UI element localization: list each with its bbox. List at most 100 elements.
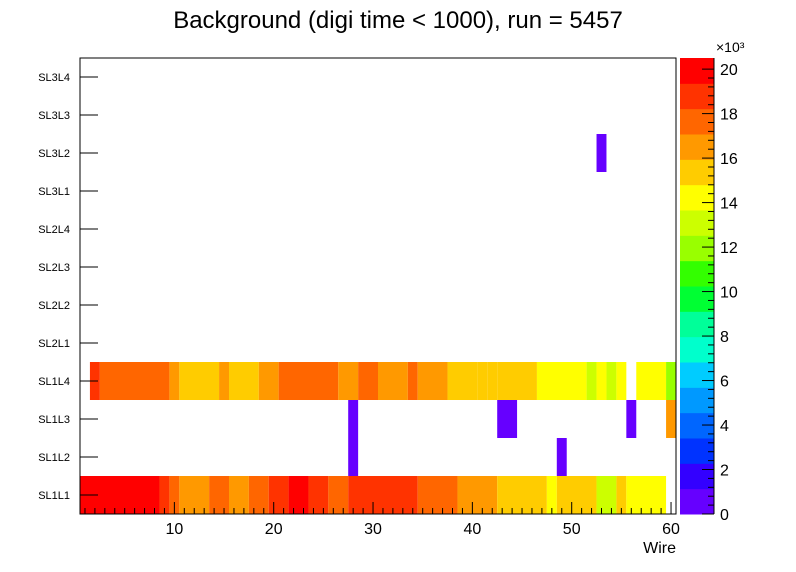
plot-frame	[79, 57, 677, 515]
color-scale-swatch-8	[680, 286, 714, 312]
color-scale-swatch-7	[680, 311, 714, 338]
heatmap-cell-sl1l1-8	[288, 476, 309, 514]
heatmap-cell-sl1l4-21	[616, 362, 627, 400]
y-tick-label-sl1l3: SL1L3	[38, 414, 70, 426]
color-scale-swatch-1	[680, 463, 714, 490]
heatmap-cells	[80, 134, 676, 514]
y-tick-label-sl1l2: SL1L2	[38, 452, 70, 464]
heatmap-cell-sl1l4-7	[278, 362, 339, 400]
heatmap-cell-sl1l4-14	[477, 362, 488, 400]
color-scale-swatch-6	[680, 336, 714, 363]
heatmap-cell-sl1l1-10	[328, 476, 349, 514]
heatmap-cell-sl1l4-8	[338, 362, 359, 400]
heatmap-cell-sl1l3-2	[626, 400, 637, 438]
heatmap-cell-sl3l2-0	[596, 134, 607, 172]
heatmap-cell-sl1l4-17	[536, 362, 587, 400]
color-scale-swatch-14	[680, 134, 714, 160]
heatmap-cell-sl1l4-10	[378, 362, 408, 400]
heatmap-cell-sl1l1-3	[179, 476, 210, 514]
z-tick-label-16: 16	[720, 151, 738, 168]
x-tick-label-50: 50	[563, 521, 581, 538]
x-axis: 10 20 30 40 50 60	[84, 502, 680, 538]
color-scale-multiplier: ×10³	[716, 39, 745, 55]
y-tick-label-sl2l4: SL2L4	[38, 224, 70, 236]
z-tick-label-18: 18	[720, 107, 738, 124]
y-tick-label-sl1l4: SL1L4	[38, 376, 70, 388]
heatmap-cell-sl1l1-16	[556, 476, 597, 514]
y-tick-label-sl2l2: SL2L2	[38, 300, 70, 312]
z-tick-label-4: 4	[720, 418, 729, 435]
heatmap-cell-sl1l1-13	[457, 476, 498, 514]
heatmap-cell-sl1l1-12	[417, 476, 458, 514]
heatmap-cell-sl1l4-1	[99, 362, 170, 400]
heatmap-cell-sl1l4-12	[417, 362, 448, 400]
heatmap-cell-sl1l3-1	[497, 400, 518, 438]
heatmap-cell-sl1l1-15	[546, 476, 557, 514]
z-tick-label-2: 2	[720, 463, 729, 480]
color-scale-swatch-13	[680, 159, 714, 186]
y-tick-label-sl2l3: SL2L3	[38, 262, 70, 274]
heatmap-cell-sl1l1-7	[268, 476, 289, 514]
z-tick-label-6: 6	[720, 374, 729, 391]
heatmap-cell-sl1l1-1	[159, 476, 170, 514]
heatmap-cell-sl1l4-9	[358, 362, 378, 400]
heatmap-cell-sl1l4-4	[219, 362, 229, 400]
heatmap-cell-sl1l1-4	[209, 476, 229, 514]
color-scale	[680, 58, 714, 515]
y-tick-label-sl3l2: SL3L2	[38, 148, 70, 160]
heatmap-cell-sl1l4-5	[229, 362, 259, 400]
z-tick-label-14: 14	[720, 196, 738, 213]
color-scale-swatch-10	[680, 235, 714, 262]
x-axis-label: Wire	[643, 540, 676, 557]
x-tick-label-30: 30	[364, 521, 382, 538]
color-scale-swatch-12	[680, 184, 714, 211]
heatmap-cell-sl1l1-18	[616, 476, 627, 514]
chart-title: Background (digi time < 1000), run = 545…	[173, 7, 623, 34]
heatmap-cell-sl1l3-0	[348, 400, 359, 438]
color-scale-swatch-11	[680, 210, 714, 236]
z-tick-label-8: 8	[720, 329, 729, 346]
x-tick-label-10: 10	[165, 521, 183, 538]
heatmap-cell-sl1l4-2	[169, 362, 180, 400]
z-tick-label-20: 20	[720, 62, 738, 79]
y-axis: SL1L1 SL1L2 SL1L3 SL1L4 SL2L1 SL2L2 SL2L3 SL2L4…	[38, 72, 98, 502]
color-scale-swatch-2	[680, 438, 714, 464]
y-tick-label-sl3l3: SL3L3	[38, 110, 70, 122]
plot-border	[79, 57, 677, 515]
heatmap-cell-sl1l1-2	[169, 476, 180, 514]
heatmap-cell-sl1l1-5	[229, 476, 249, 514]
heatmap-cell-sl1l1-6	[248, 476, 269, 514]
heatmap-cell-sl1l4-18	[586, 362, 597, 400]
heatmap-cell-sl1l1-17	[596, 476, 617, 514]
heatmap-cell-sl1l4-23	[666, 362, 676, 400]
heatmap-cell-sl1l1-9	[308, 476, 329, 514]
heatmap-cell-sl1l2-0	[348, 438, 359, 476]
heatmap-cell-sl1l1-14	[497, 476, 547, 514]
z-tick-label-0: 0	[720, 507, 729, 524]
heatmap-cell-sl1l4-15	[487, 362, 498, 400]
heatmap-cell-sl1l4-3	[179, 362, 220, 400]
color-scale-swatch-17	[680, 58, 714, 84]
heatmap-cell-sl1l4-11	[407, 362, 418, 400]
x-tick-label-20: 20	[265, 521, 283, 538]
heatmap-cell-sl1l2-1	[556, 438, 567, 476]
heatmap-cell-sl1l4-6	[258, 362, 279, 400]
z-tick-label-10: 10	[720, 285, 738, 302]
heatmap-cell-sl1l4-22	[636, 362, 667, 400]
y-tick-label-sl3l1: SL3L1	[38, 186, 70, 198]
y-tick-label-sl1l1: SL1L1	[38, 490, 70, 502]
heatmap-cell-sl1l4-13	[447, 362, 478, 400]
z-tick-label-12: 12	[720, 240, 738, 257]
heatmap-cell-sl1l4-19	[596, 362, 607, 400]
heatmap-cell-sl1l4-16	[497, 362, 537, 400]
y-tick-label-sl3l4: SL3L4	[38, 72, 70, 84]
color-scale-axis: 0 2 4 6 8 10 12 14 16 18 20	[702, 58, 738, 524]
y-tick-label-sl2l1: SL2L1	[38, 338, 70, 350]
heatmap-cell-sl1l4-20	[606, 362, 617, 400]
heatmap-cell-sl1l3-3	[666, 400, 676, 438]
color-scale-swatch-0	[680, 488, 714, 515]
heatmap-cell-sl1l1-11	[348, 476, 418, 514]
color-scale-swatch-15	[680, 108, 714, 135]
color-scale-swatch-5	[680, 362, 714, 388]
